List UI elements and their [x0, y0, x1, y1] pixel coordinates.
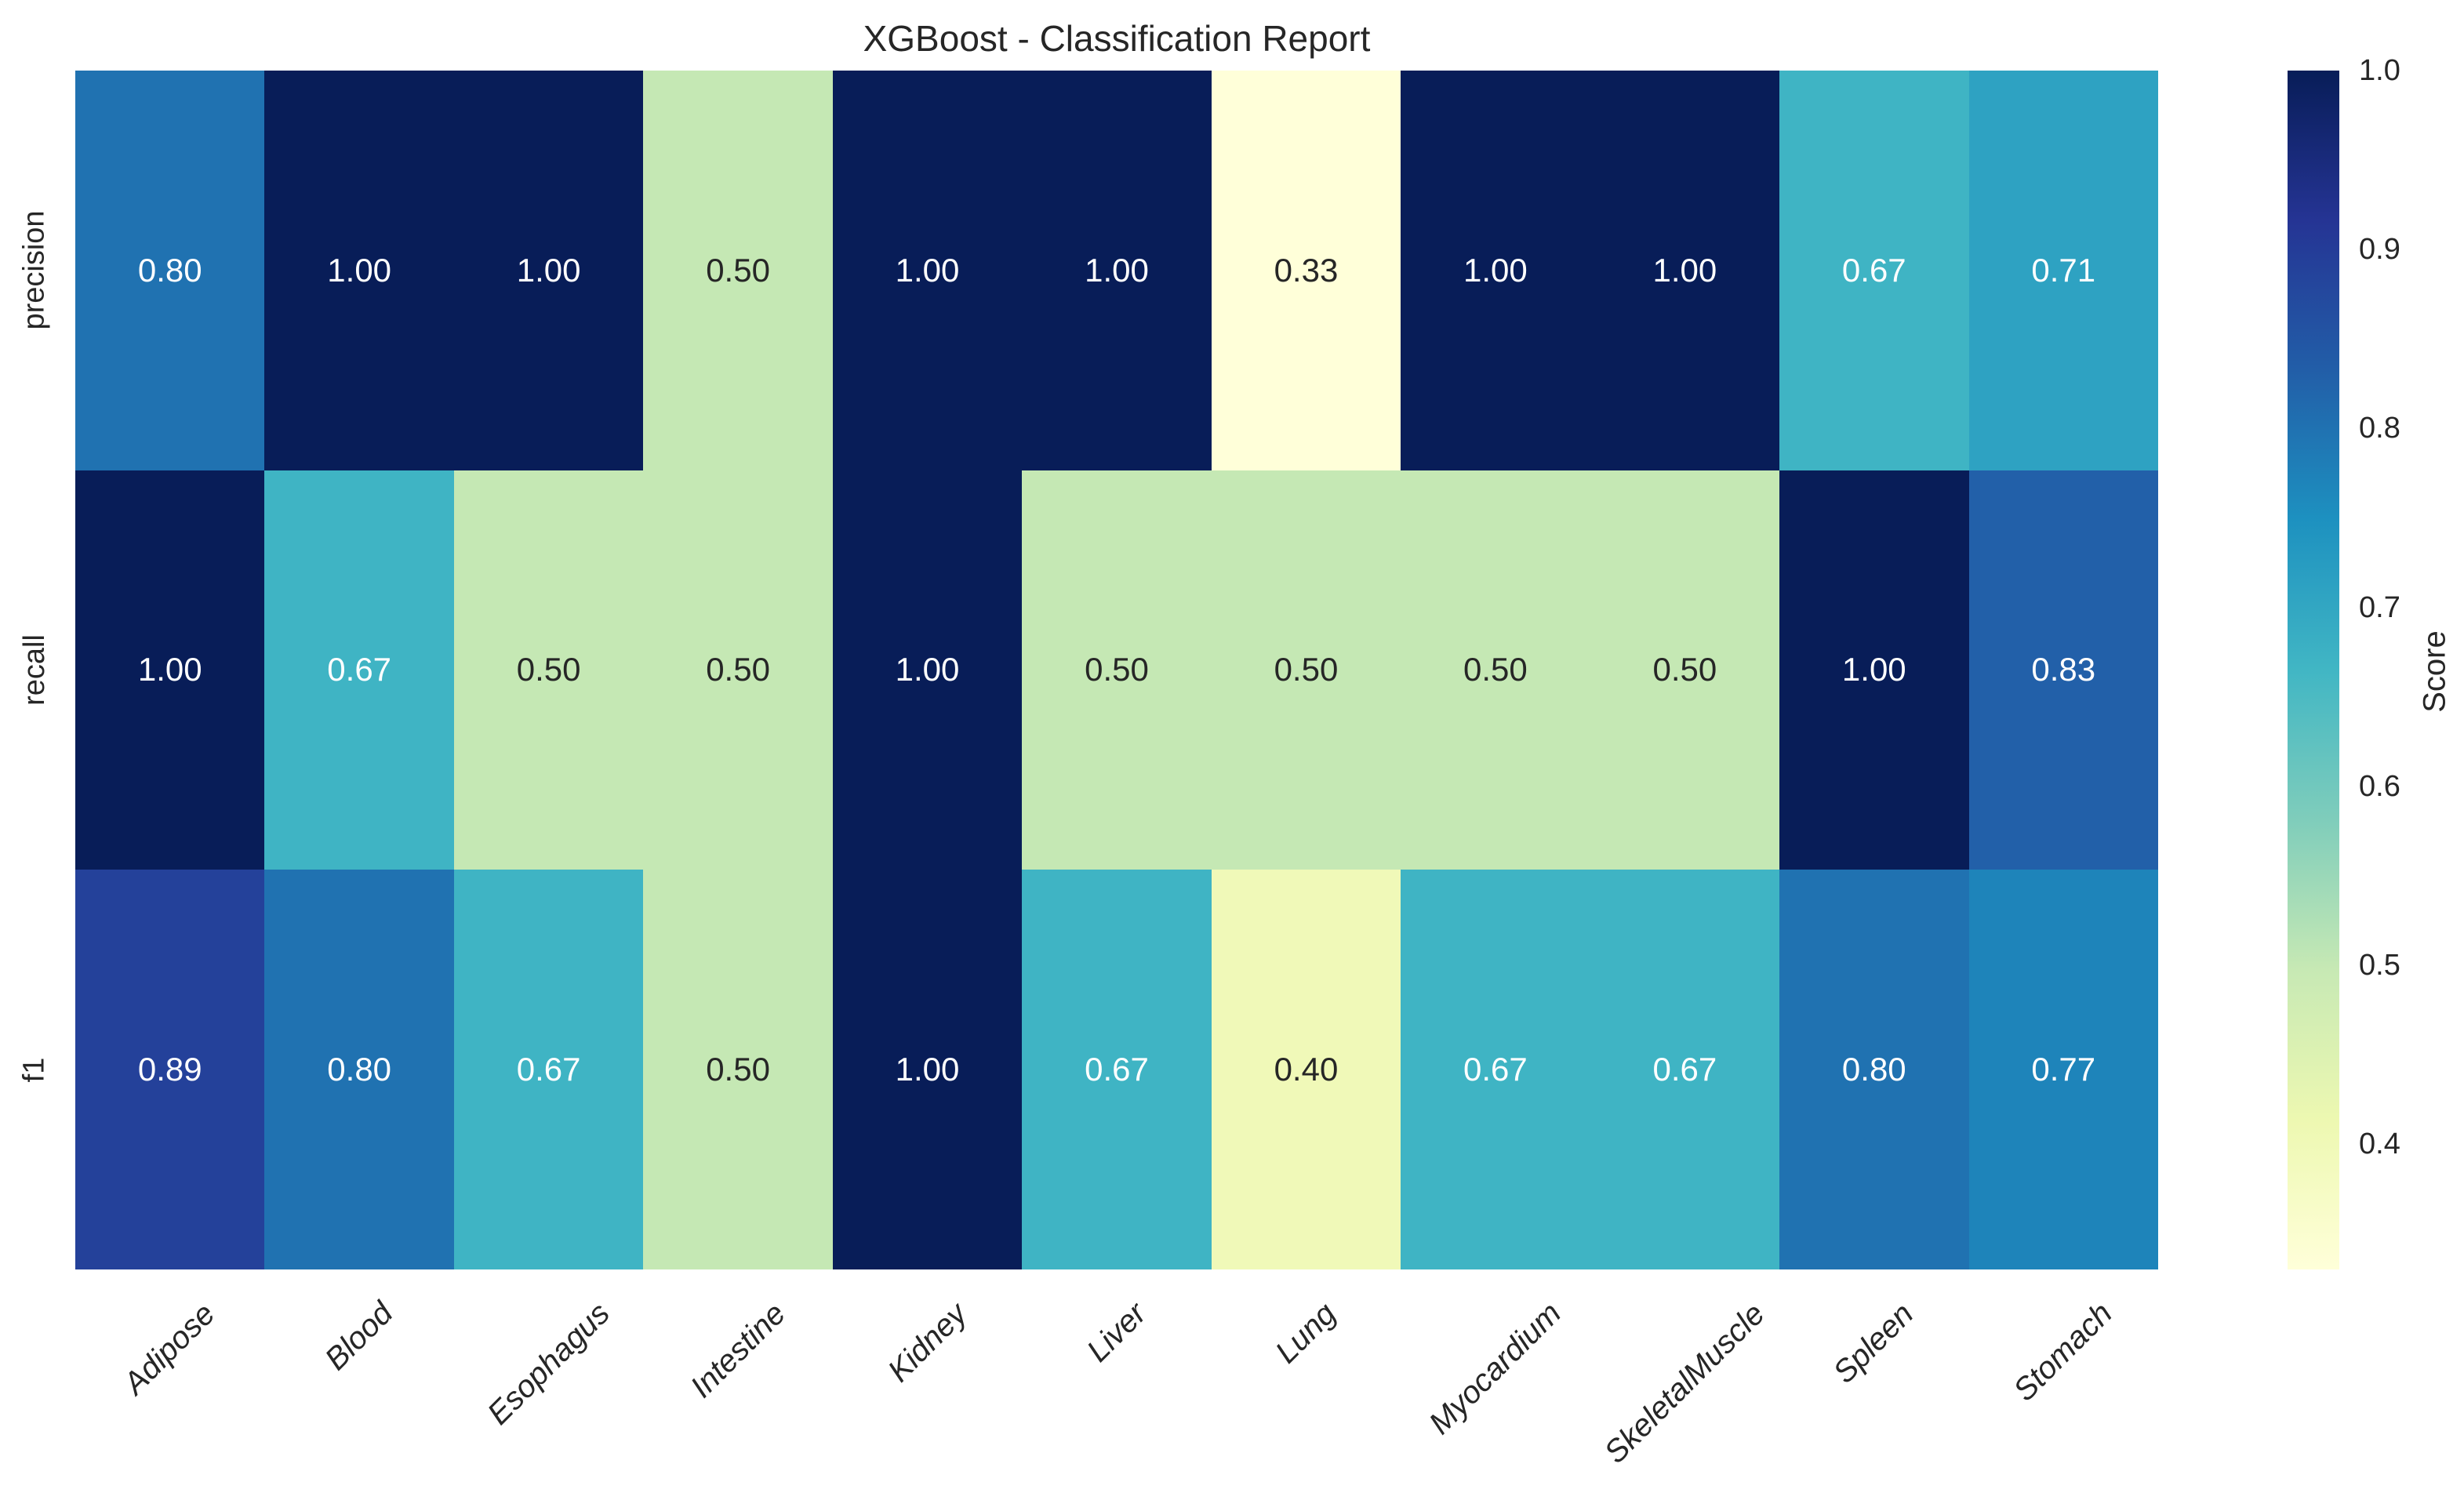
heatmap-cell-precision-Stomach: 0.71	[1968, 71, 2158, 470]
heatmap-cell-f1-Adipose: 0.89	[75, 870, 265, 1269]
heatmap-cell-f1-Blood: 0.80	[264, 870, 454, 1269]
heatmap-cell-precision-Liver: 1.00	[1022, 71, 1212, 470]
heatmap-cell-f1-Lung: 0.40	[1211, 870, 1401, 1269]
heatmap-cell-precision-Lung: 0.33	[1211, 71, 1401, 470]
heatmap-cell-precision-Spleen: 0.67	[1779, 71, 1969, 470]
heatmap-cell-recall-Myocardium: 0.50	[1401, 470, 1590, 870]
heatmap-cell-recall-SkeletalMuscle: 0.50	[1590, 470, 1780, 870]
heatmap-cell-recall-Blood: 0.67	[264, 470, 454, 870]
x-tick-label-Spleen: Spleen	[1826, 1296, 1921, 1390]
chart-title: XGBoost - Classification Report	[863, 18, 1371, 59]
x-tick-label-Blood: Blood	[318, 1295, 400, 1378]
heatmap-cell-precision-Myocardium: 1.00	[1401, 71, 1590, 470]
heatmap-cell-precision-SkeletalMuscle: 1.00	[1590, 71, 1780, 470]
colorbar-tick-1.0: 1.0	[2359, 54, 2400, 87]
y-tick-label-f1: f1	[17, 1057, 51, 1083]
heatmap-cell-recall-Adipose: 1.00	[75, 470, 265, 870]
heatmap-cell-f1-Myocardium: 0.67	[1401, 870, 1590, 1269]
heatmap-cell-recall-Lung: 0.50	[1211, 470, 1401, 870]
heatmap-grid: 0.80 1.00 1.00 0.50 1.00 1.00 0.33 1.00 1.00 0.67…	[75, 71, 2158, 1269]
x-tick-label-Liver: Liver	[1080, 1296, 1153, 1369]
heatmap-cell-recall-Stomach: 0.83	[1968, 470, 2158, 870]
heatmap-cell-precision-Intestine: 0.50	[643, 71, 833, 470]
colorbar-tick-0.5: 0.5	[2359, 949, 2400, 982]
heatmap-cell-f1-Esophagus: 0.67	[453, 870, 644, 1269]
x-tick-label-Myocardium: Myocardium	[1422, 1296, 1568, 1442]
heatmap-cell-precision-Adipose: 0.80	[75, 71, 265, 470]
colorbar-tick-0.8: 0.8	[2359, 412, 2400, 445]
heatmap-cell-recall-Spleen: 1.00	[1779, 470, 1969, 870]
heatmap-cell-f1-Liver: 0.67	[1022, 870, 1212, 1269]
heatmap-cell-f1-SkeletalMuscle: 0.67	[1590, 870, 1780, 1269]
heatmap-cell-f1-Stomach: 0.77	[1968, 870, 2158, 1269]
x-tick-label-SkeletalMuscle: SkeletalMuscle	[1597, 1295, 1772, 1470]
colorbar-tick-0.6: 0.6	[2359, 769, 2400, 803]
heatmap-cell-precision-Blood: 1.00	[264, 71, 454, 470]
heatmap-cell-f1-Intestine: 0.50	[643, 870, 833, 1269]
heatmap-cell-recall-Intestine: 0.50	[643, 470, 833, 870]
colorbar	[2288, 71, 2339, 1269]
y-tick-label-recall: recall	[17, 634, 51, 706]
colorbar-tick-0.7: 0.7	[2359, 590, 2400, 624]
x-tick-label-Esophagus: Esophagus	[481, 1295, 616, 1432]
heatmap-cell-f1-Spleen: 0.80	[1779, 870, 1969, 1269]
x-tick-label-Kidney: Kidney	[881, 1295, 974, 1389]
heatmap-cell-precision-Esophagus: 1.00	[453, 71, 644, 470]
x-tick-label-Lung: Lung	[1269, 1296, 1343, 1371]
x-tick-label-Stomach: Stomach	[2007, 1296, 2120, 1408]
colorbar-tick-0.4: 0.4	[2359, 1128, 2400, 1161]
heatmap-cell-precision-Kidney: 1.00	[832, 71, 1023, 470]
x-tick-label-Adipose: Adipose	[117, 1296, 222, 1401]
x-tick-label-Intestine: Intestine	[683, 1295, 792, 1404]
heatmap-cell-recall-Liver: 0.50	[1022, 470, 1212, 870]
heatmap-cell-recall-Esophagus: 0.50	[453, 470, 644, 870]
colorbar-tick-0.9: 0.9	[2359, 233, 2400, 267]
heatmap-cell-recall-Kidney: 1.00	[832, 470, 1023, 870]
y-tick-label-precision: precision	[17, 210, 51, 330]
colorbar-label: Score	[2417, 630, 2452, 713]
heatmap-cell-f1-Kidney: 1.00	[832, 870, 1023, 1269]
